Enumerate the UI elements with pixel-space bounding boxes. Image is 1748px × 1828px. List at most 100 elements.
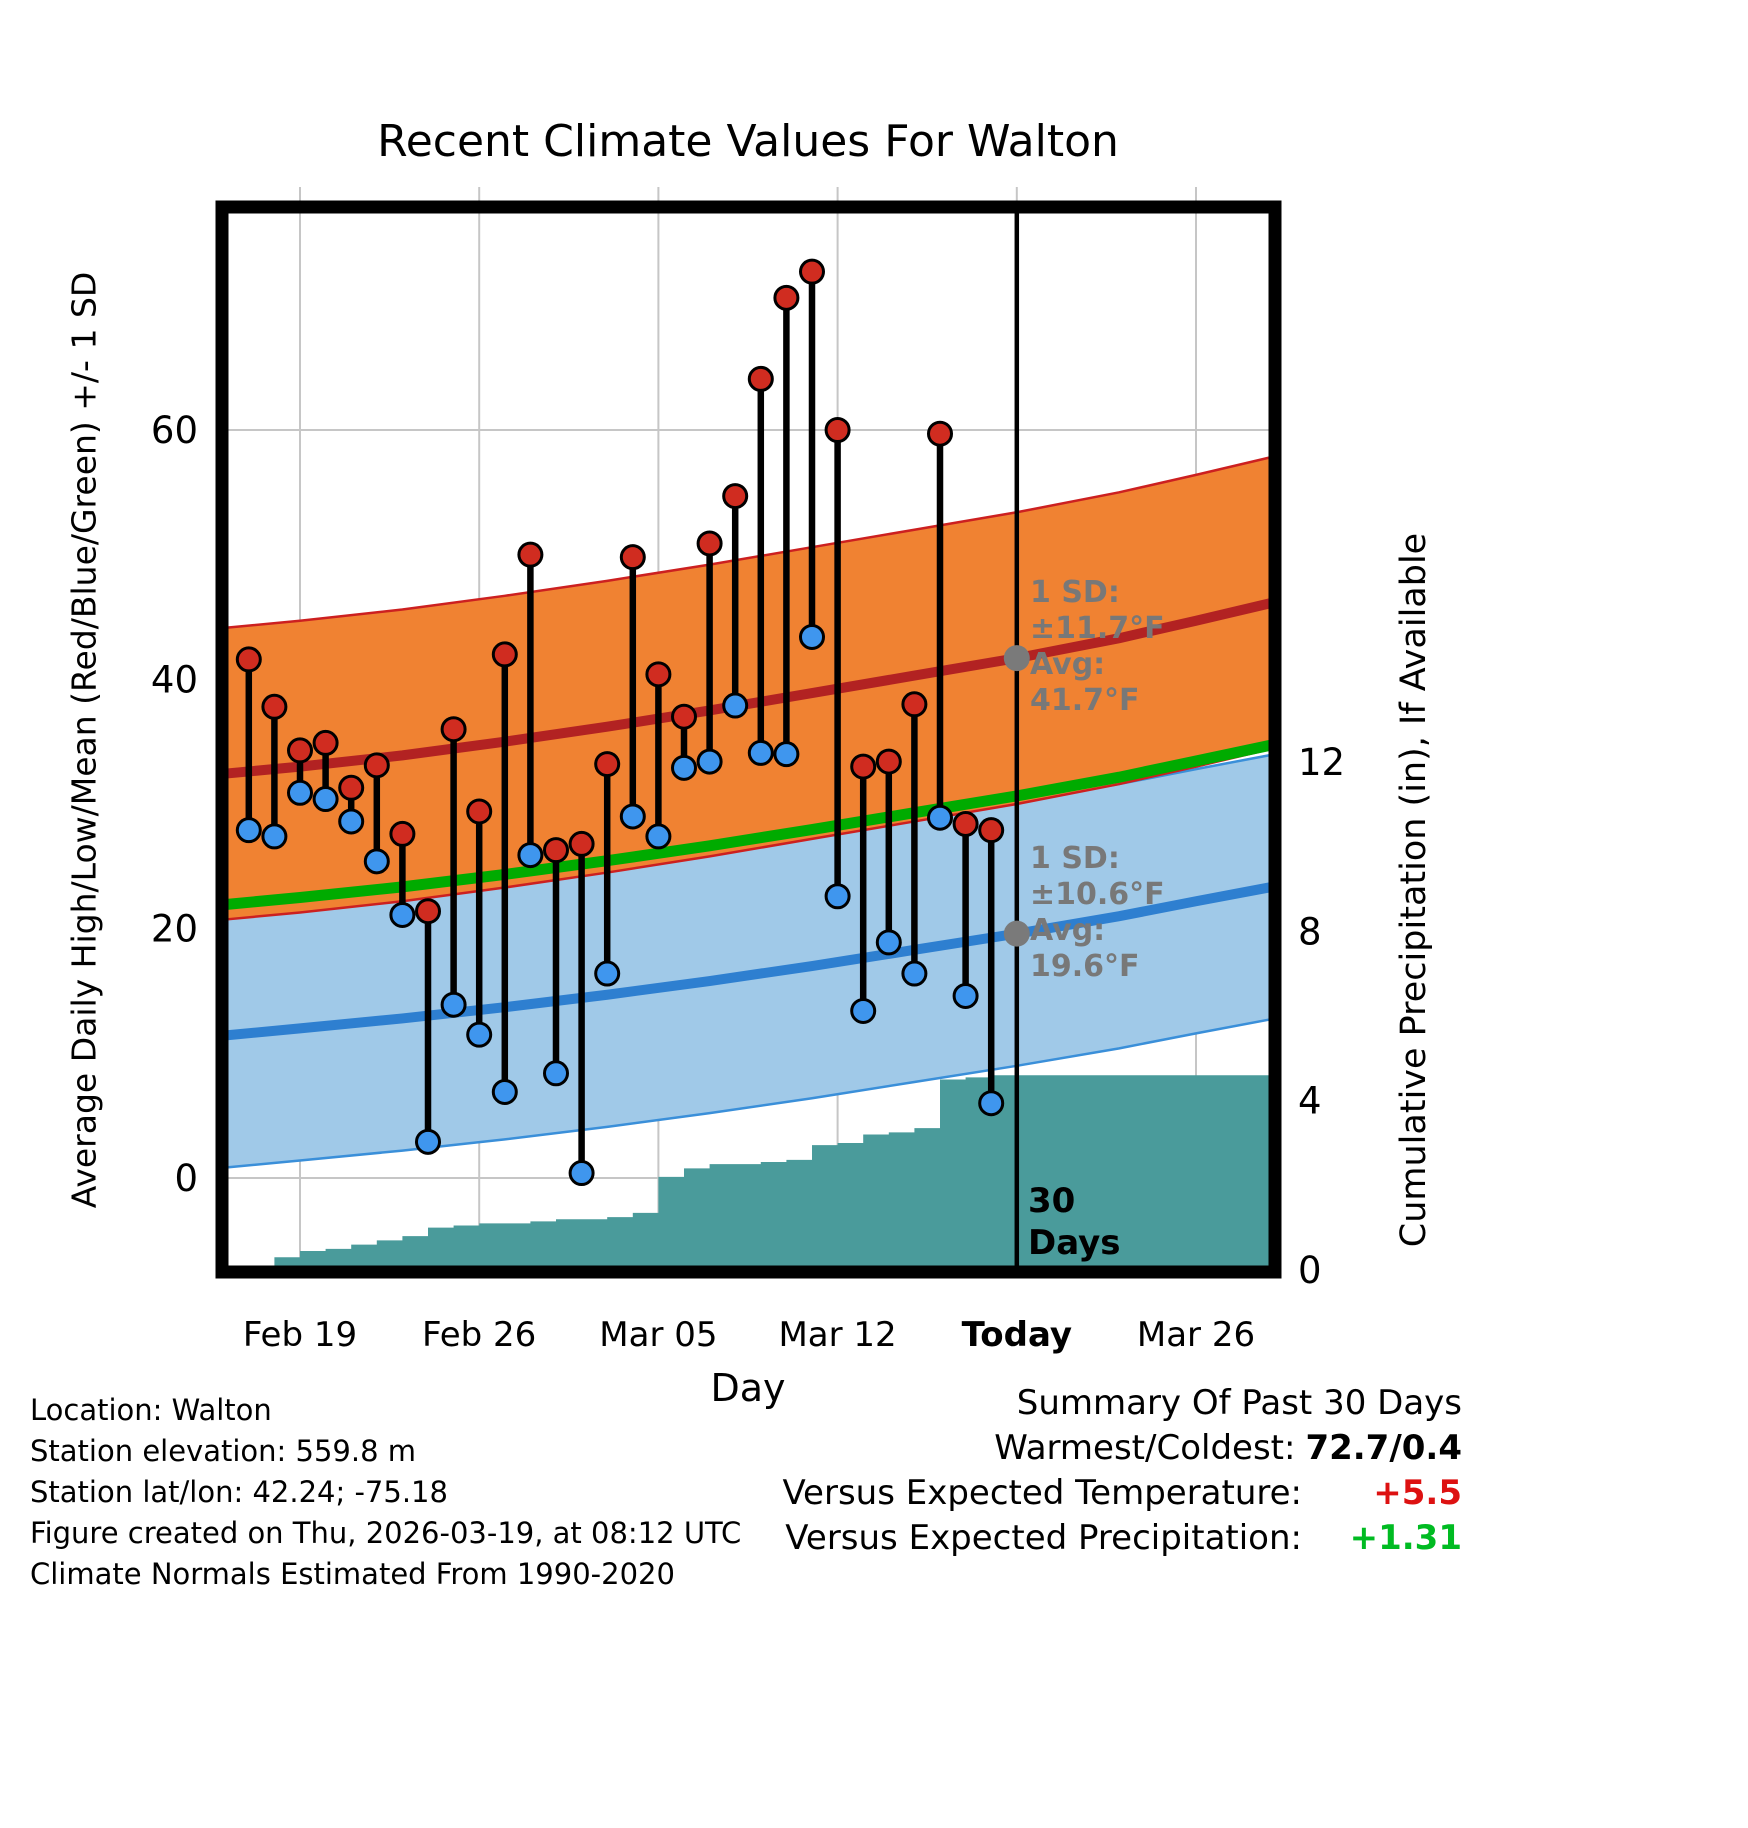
daily-high-dot xyxy=(773,284,800,311)
summary-label: Versus Expected Precipitation: xyxy=(785,1518,1302,1558)
metadata-elevation: Station elevation: 559.8 m xyxy=(30,1434,417,1468)
daily-low-dot xyxy=(261,823,288,850)
right-tick-label: 4 xyxy=(1298,1080,1322,1123)
daily-low-dot xyxy=(619,803,646,830)
high-sd-annotation-line: Avg: xyxy=(1030,647,1105,682)
summary-title: Summary Of Past 30 Days xyxy=(1016,1383,1462,1423)
cumulative-precip-area xyxy=(221,1075,1276,1270)
daily-high-dot xyxy=(312,729,339,756)
daily-high-dot xyxy=(389,820,416,847)
high-sd-annotation-line: ±11.7°F xyxy=(1030,611,1165,646)
x-tick-label: Feb 26 xyxy=(422,1315,536,1355)
daily-low-dot xyxy=(901,960,928,987)
high-sd-annotation-line: 41.7°F xyxy=(1030,683,1140,718)
daily-high-dot xyxy=(543,837,569,864)
daily-low-dot xyxy=(568,1160,595,1187)
daily-low-dot xyxy=(517,842,544,869)
avg-high-marker xyxy=(1003,645,1030,672)
left-tick-label: 60 xyxy=(151,409,198,452)
daily-high-dot xyxy=(287,737,313,764)
daily-high-dot xyxy=(466,798,493,825)
daily-high-dot xyxy=(568,830,595,857)
daily-high-dot xyxy=(517,541,544,568)
daily-low-dot xyxy=(594,960,621,987)
daily-high-dot xyxy=(491,641,518,668)
daily-low-dot xyxy=(671,754,697,781)
left-tick-label: 40 xyxy=(151,658,198,701)
daily-low-dot xyxy=(543,1060,569,1087)
daily-low-dot xyxy=(415,1128,441,1155)
daily-low-dot xyxy=(389,901,416,928)
metadata-latlon: Station lat/lon: 42.24; -75.18 xyxy=(30,1475,448,1509)
low-sd-annotation-line: ±10.6°F xyxy=(1030,877,1165,912)
daily-low-dot xyxy=(696,748,723,775)
left-tick-label: 0 xyxy=(174,1157,198,1200)
daily-high-dot xyxy=(824,416,851,443)
chart-title: Recent Climate Values For Walton xyxy=(377,116,1119,167)
thirty-days-label-line: 30 xyxy=(1028,1181,1075,1221)
daily-high-dot xyxy=(850,753,877,780)
high-band-lower-edge xyxy=(220,746,1276,922)
metadata-location: Location: Walton xyxy=(30,1393,272,1427)
right-tick-label: 8 xyxy=(1298,910,1322,953)
x-tick-label: Mar 05 xyxy=(599,1315,717,1355)
metadata-created: Figure created on Thu, 2026-03-19, at 08… xyxy=(30,1516,742,1550)
x-tick-label: Today xyxy=(962,1315,1072,1355)
daily-high-dot xyxy=(799,258,825,285)
daily-low-dot xyxy=(235,817,262,844)
daily-low-dot xyxy=(363,848,390,875)
daily-high-dot xyxy=(645,661,672,688)
daily-high-dot xyxy=(952,810,979,837)
daily-high-dot xyxy=(619,544,646,571)
daily-high-dot xyxy=(671,703,697,730)
metadata-normals: Climate Normals Estimated From 1990-2020 xyxy=(30,1557,675,1591)
low-temp-sd-band xyxy=(220,754,1276,1169)
daily-low-dot xyxy=(773,741,800,768)
figure-metadata: Location: Walton Station elevation: 559.… xyxy=(30,1390,741,1595)
x-tick-label: Feb 19 xyxy=(243,1315,357,1355)
low-sd-annotation-line: 1 SD: xyxy=(1030,841,1120,876)
daily-low-dot xyxy=(466,1021,493,1048)
daily-low-dot xyxy=(312,786,339,813)
low-sd-annotation-line: 19.6°F xyxy=(1030,949,1140,984)
summary-value: +1.31 xyxy=(1349,1518,1462,1558)
low-mean-line-blue xyxy=(220,881,1277,1041)
left-tick-label: 20 xyxy=(151,908,198,951)
summary-row-warmest-coldest: Warmest/Coldest: 72.7/0.4 xyxy=(782,1426,1462,1471)
plot-frame xyxy=(215,200,1282,1279)
daily-low-dot xyxy=(850,997,877,1024)
avg-low-marker xyxy=(1003,920,1030,947)
daily-low-dot xyxy=(287,779,313,806)
summary-value: 72.7/0.4 xyxy=(1305,1428,1462,1468)
daily-low-dot xyxy=(491,1078,518,1105)
mean-temp-line-green xyxy=(220,738,1277,911)
summary-value: +5.5 xyxy=(1373,1473,1462,1513)
daily-low-dot xyxy=(747,739,774,766)
high-sd-annotation-line: 1 SD: xyxy=(1030,575,1120,610)
daily-low-dot xyxy=(978,1090,1005,1117)
daily-low-dot xyxy=(722,692,749,719)
daily-low-dot xyxy=(645,823,672,850)
summary-row-vs-expected-precipitation: Versus Expected Precipitation: +1.31 xyxy=(782,1516,1462,1561)
thirty-days-label-line: Days xyxy=(1028,1223,1121,1263)
left-axis-title: Average Daily High/Low/Mean (Red/Blue/Gr… xyxy=(64,271,104,1209)
daily-high-dot xyxy=(978,817,1005,844)
daily-high-dot xyxy=(901,691,928,718)
daily-low-dot xyxy=(875,929,902,956)
daily-low-dot xyxy=(338,808,365,835)
daily-high-dot xyxy=(415,898,441,925)
daily-high-dot xyxy=(440,716,467,743)
daily-low-dot xyxy=(927,804,953,831)
x-tick-label: Mar 12 xyxy=(778,1315,896,1355)
daily-high-dot xyxy=(747,365,774,392)
right-tick-label: 12 xyxy=(1298,741,1345,784)
summary-label: Warmest/Coldest: xyxy=(994,1428,1296,1468)
right-tick-label: 0 xyxy=(1298,1249,1322,1292)
daily-low-dot xyxy=(824,883,851,910)
daily-high-dot xyxy=(696,530,723,557)
daily-low-dot xyxy=(952,982,979,1009)
x-tick-label: Mar 26 xyxy=(1137,1315,1255,1355)
daily-low-dot xyxy=(799,623,825,650)
